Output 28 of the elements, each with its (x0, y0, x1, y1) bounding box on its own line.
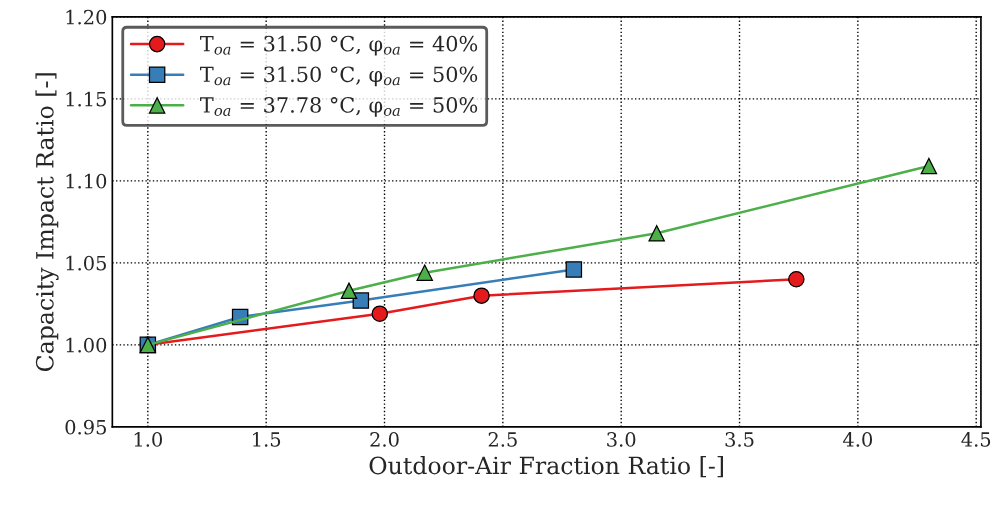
point (920, 157, 938, 175)
y-tick-label: 1.00 (66, 337, 107, 353)
point (565, 261, 583, 278)
x-tick-label: 3.0 (607, 432, 636, 447)
y-tick-label: 1.20 (66, 9, 107, 25)
legend-label: T$_{oa}$ = 31.50 °C, φ$_{oa}$ = 50% (200, 66, 478, 87)
point (340, 282, 358, 299)
x-tick-label: 2.0 (370, 432, 399, 447)
point (473, 287, 490, 304)
point (371, 305, 389, 322)
y-tick-label: 1.05 (66, 255, 106, 271)
x-tick-label: 4.5 (961, 432, 991, 447)
point (788, 270, 805, 288)
legend-label: T$_{oa}$ = 37.78 °C, φ$_{oa}$ = 50% (200, 97, 478, 117)
x-tick-label: 3.5 (725, 432, 754, 447)
y-axis-title: Capacity Impact Ratio [-] (35, 73, 59, 372)
x-tick-label: 1.5 (253, 432, 281, 447)
x-tick-label: 1.0 (134, 432, 163, 447)
legend-label: T$_{oa}$ = 31.50 °C, φ$_{oa}$ = 40% (200, 35, 478, 56)
point (648, 225, 665, 242)
x-tick-label: 4.0 (843, 432, 873, 447)
x-tick-label: 2.5 (488, 432, 517, 447)
point (416, 264, 434, 281)
y-tick-label: 0.95 (65, 419, 106, 435)
point (352, 292, 370, 309)
y-tick-label: 1.15 (66, 91, 106, 107)
x-axis-title: Outdoor-Air Fraction Ratio [-] (369, 456, 723, 478)
y-tick-label: 1.10 (66, 173, 107, 189)
